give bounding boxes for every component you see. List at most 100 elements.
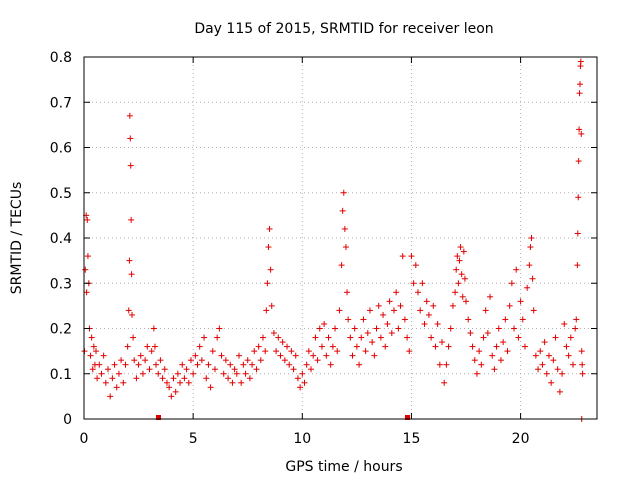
data-point [577,58,584,65]
y-tick-label: 0.4 [50,231,72,247]
data-point [460,248,467,255]
data-point [321,320,328,327]
data-point [227,361,234,368]
data-point [565,352,572,359]
data-point [515,334,522,341]
data-point [456,257,463,264]
data-point [303,361,310,368]
data-point [179,361,186,368]
data-point [463,298,470,305]
data-point [452,289,459,296]
data-point [339,207,346,214]
data-point [471,357,478,364]
data-point [294,375,301,382]
data-point [399,253,406,260]
data-point [428,334,435,341]
zero-marker [156,415,161,420]
data-point [270,330,277,337]
data-point [527,244,534,251]
data-point [127,135,134,142]
data-point [535,366,542,373]
data-point [235,352,242,359]
data-point [489,352,496,359]
data-point [575,158,582,165]
data-point [449,302,456,309]
x-tick-label: 10 [293,431,311,447]
data-point [111,361,118,368]
data-point [275,334,282,341]
data-point [242,370,249,377]
y-axis-label: SRMTID / TECUs [9,182,25,295]
data-point [432,343,439,350]
data-point [107,393,114,400]
data-point [575,194,582,201]
data-point [131,357,138,364]
data-point [513,266,520,273]
data-point [388,330,395,337]
data-point [229,379,236,386]
data-point [386,298,393,305]
y-tick-label: 0.2 [50,322,72,338]
data-point [491,366,498,373]
data-point [377,334,384,341]
data-point [159,375,166,382]
data-point [517,298,524,305]
x-tick-labels: 0 5 10 15 20 [80,431,530,447]
data-point [82,266,89,273]
data-point [187,357,194,364]
data-point [408,253,415,260]
data-point [177,379,184,386]
data-point [572,325,579,332]
data-point [327,361,334,368]
data-point [205,361,212,368]
data-point [455,280,462,287]
data-point [170,375,177,382]
data-point [312,334,319,341]
data-point [89,366,96,373]
data-point [286,361,293,368]
data-point [98,370,105,377]
data-point [511,325,518,332]
data-point [273,348,280,355]
data-point [380,311,387,318]
data-point [279,339,286,346]
data-point [216,325,223,332]
data-point [543,370,550,377]
data-point [174,370,181,377]
data-point [417,307,424,314]
data-point [209,348,216,355]
data-point [563,343,570,350]
data-point [148,348,155,355]
data-point [329,343,336,350]
data-point [434,320,441,327]
data-point [390,307,397,314]
data-point [412,262,419,269]
data-point [576,90,583,97]
data-point [113,384,120,391]
data-point [576,81,583,88]
data-point [292,352,299,359]
data-point [436,361,443,368]
data-point [358,334,365,341]
data-point [130,334,137,341]
data-point [382,343,389,350]
data-point [548,379,555,386]
data-point [211,366,218,373]
data-point [461,275,468,282]
data-point [484,330,491,337]
data-point [397,302,404,309]
data-point [579,361,586,368]
data-point [157,357,164,364]
data-point [334,348,341,355]
data-point [569,361,576,368]
data-point [495,325,502,332]
data-point [541,339,548,346]
grid-lines [84,57,597,419]
data-point [246,375,253,382]
y-tick-label: 0.6 [50,141,72,157]
data-point [115,370,122,377]
data-point [128,216,135,223]
data-point [576,126,583,133]
data-point [137,352,144,359]
